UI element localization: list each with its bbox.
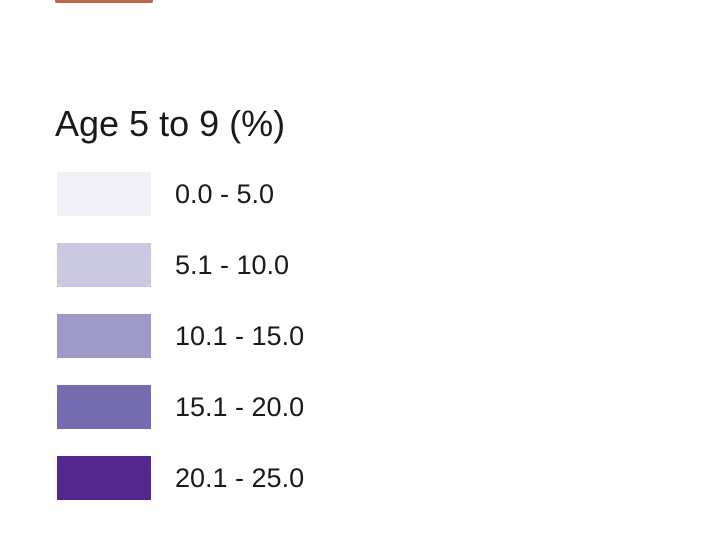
- legend-item: 0.0 - 5.0: [57, 172, 457, 216]
- legend-swatch: [57, 243, 151, 287]
- layer-swatch: [55, 0, 153, 3]
- legend-item: 5.1 - 10.0: [57, 243, 457, 287]
- legend-swatch: [57, 172, 151, 216]
- legend-item: 20.1 - 25.0: [57, 456, 457, 500]
- legend-label: 0.0 - 5.0: [175, 179, 275, 209]
- legend-swatch: [57, 456, 151, 500]
- legend-swatch: [57, 385, 151, 429]
- legend-item: 10.1 - 15.0: [57, 314, 457, 358]
- legend-label: 10.1 - 15.0: [175, 321, 305, 351]
- legend-label: 20.1 - 25.0: [175, 463, 305, 493]
- legend-label: 5.1 - 10.0: [175, 250, 290, 280]
- legend-swatch: [57, 314, 151, 358]
- legend-item: 15.1 - 20.0: [57, 385, 457, 429]
- legend-title: Age 5 to 9 (%): [55, 103, 286, 144]
- legend-label: 15.1 - 20.0: [175, 392, 305, 422]
